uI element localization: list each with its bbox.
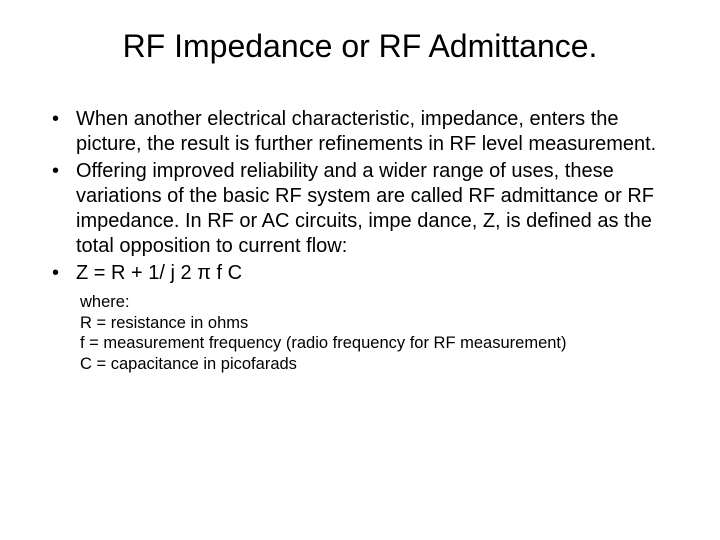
- definition-item: C = capacitance in picofarads: [80, 354, 678, 375]
- bullet-list: When another electrical characteristic, …: [42, 107, 678, 286]
- bullet-item: Z = R + 1/ j 2 π f C: [50, 261, 678, 286]
- bullet-item: Offering improved reliability and a wide…: [50, 159, 678, 259]
- definition-item: R = resistance in ohms: [80, 313, 678, 334]
- slide: RF Impedance or RF Admittance. When anot…: [0, 0, 720, 540]
- slide-title: RF Impedance or RF Admittance.: [42, 28, 678, 65]
- bullet-item: When another electrical characteristic, …: [50, 107, 678, 157]
- definition-list: where: R = resistance in ohms f = measur…: [42, 292, 678, 375]
- definition-item: f = measurement frequency (radio frequen…: [80, 333, 678, 354]
- definition-item: where:: [80, 292, 678, 313]
